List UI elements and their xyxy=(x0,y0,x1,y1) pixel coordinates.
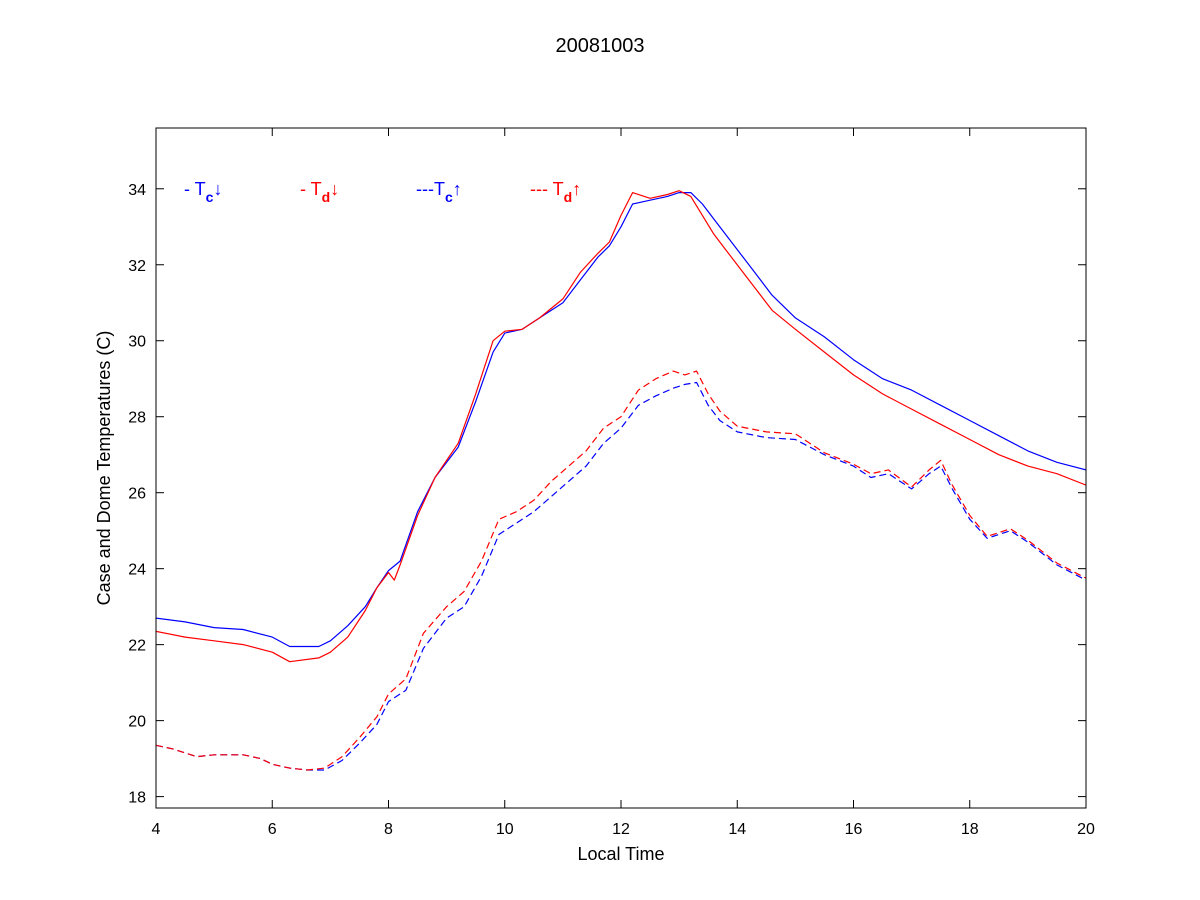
x-tick-label: 14 xyxy=(728,821,746,838)
y-tick-label: 28 xyxy=(128,410,146,427)
y-tick-label: 30 xyxy=(128,334,146,351)
legend-entry-1: - Tc↓ xyxy=(184,179,222,205)
x-tick-label: 16 xyxy=(845,821,863,838)
x-tick-label: 20 xyxy=(1077,821,1095,838)
legend-entry-3: ---Tc↑ xyxy=(416,179,462,205)
series-line-3 xyxy=(156,381,1086,771)
series-line-4 xyxy=(156,370,1086,771)
x-tick-label: 8 xyxy=(384,821,393,838)
plot-background xyxy=(156,128,1086,808)
x-tick-label: 6 xyxy=(268,821,277,838)
y-tick-label: 22 xyxy=(128,638,146,655)
series-line-2 xyxy=(156,190,1086,663)
y-tick-label: 20 xyxy=(128,714,146,731)
x-tick-label: 12 xyxy=(612,821,630,838)
x-tick-label: 10 xyxy=(496,821,514,838)
series-layer xyxy=(156,190,1086,771)
x-tick-label: 4 xyxy=(152,821,161,838)
y-tick-label: 18 xyxy=(128,790,146,807)
chart-title: 20081003 xyxy=(556,35,645,57)
legend-entry-2: - Td↓ xyxy=(300,179,339,205)
legend-entry-4: --- Td↑ xyxy=(530,179,581,205)
y-tick-label: 26 xyxy=(128,486,146,503)
x-axis-label: Local Time xyxy=(577,844,664,864)
legend: - Tc↓ - Td↓ ---Tc↑ --- Td↑ xyxy=(184,179,581,205)
y-axis-label: Case and Dome Temperatures (C) xyxy=(94,331,114,606)
series-line-1 xyxy=(156,192,1086,648)
x-tick-label: 18 xyxy=(961,821,979,838)
y-tick-label: 24 xyxy=(128,562,146,579)
tick-layer: 4 6 8 10 12 14 16 18 20 18 20 22 24 26 28 30 32 34 xyxy=(128,128,1095,838)
y-tick-label: 32 xyxy=(128,258,146,275)
y-tick-label: 34 xyxy=(128,182,146,199)
